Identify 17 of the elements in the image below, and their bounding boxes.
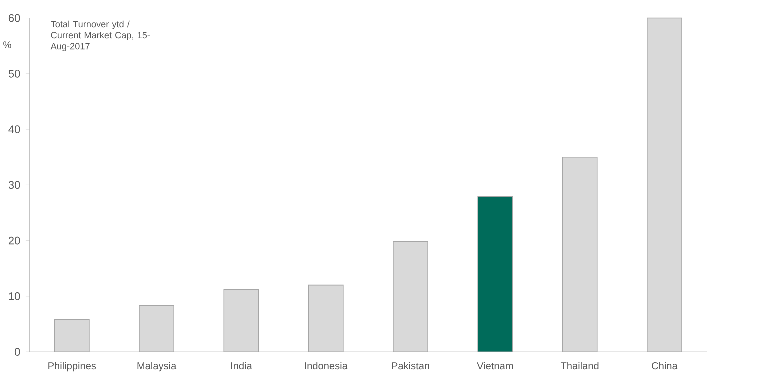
x-tick-label: India <box>231 362 252 370</box>
x-tick-label: Malaysia <box>138 362 177 372</box>
x-tick-label: Vietnam <box>477 362 514 370</box>
y-axis-title: % <box>4 42 12 48</box>
y-tick-label: 0 <box>14 348 20 356</box>
y-tick-label: 30 <box>8 181 20 190</box>
x-tick-label: Philippines <box>48 362 96 372</box>
x-tick-label: Pakistan <box>392 362 430 370</box>
y-tick-label: 10 <box>9 292 20 300</box>
y-tick-label: 50 <box>8 70 20 78</box>
x-tick-label: Thailand <box>560 362 599 370</box>
text: Total Turnover ytd / Current Market Cap, 15-Aug-2017 <box>50 20 150 52</box>
y-tick-label: 60 <box>8 14 20 22</box>
y-tick-label: 20 <box>8 236 20 245</box>
y-tick-label: 40 <box>8 126 20 134</box>
x-tick-label: Indonesia <box>305 362 348 370</box>
x-tick-label: China <box>652 362 678 370</box>
